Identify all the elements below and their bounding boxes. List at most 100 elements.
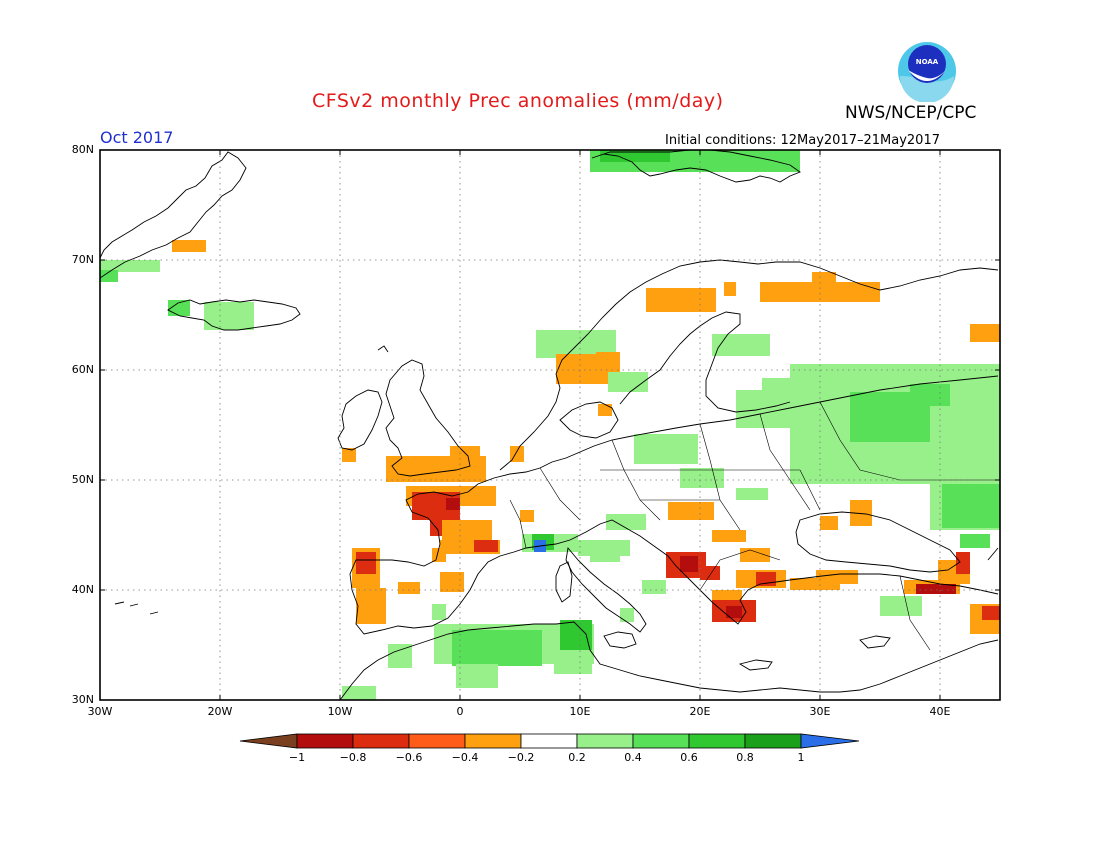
colorbar-label-9: 0.8 (736, 751, 754, 764)
anomaly-cell (356, 588, 386, 624)
anomaly-cell (960, 534, 990, 548)
colorbar-arrow-high (800, 733, 860, 749)
anomaly-cell (816, 570, 858, 584)
coast-ireland (337, 389, 383, 451)
forecast-period: Oct 2017 (100, 128, 174, 147)
colorbar-label-2: −0.8 (339, 751, 367, 764)
anomaly-cell (668, 502, 714, 520)
lat-label-80n: 80N (71, 143, 94, 156)
anomaly-cell (740, 548, 770, 562)
logo-text: NOAA (916, 58, 939, 66)
lon-label-10e: 10E (569, 705, 591, 718)
colorbar-label-8: 0.6 (680, 751, 698, 764)
colorbar-label-7: 0.4 (624, 751, 642, 764)
colorbar-label-1: −1 (288, 751, 306, 764)
anomaly-cell (712, 334, 770, 356)
anomaly-cell (456, 664, 498, 688)
anomaly-cell (606, 514, 646, 530)
coast-italy (565, 546, 647, 633)
anomaly-cell (724, 282, 736, 296)
anomaly-cell (634, 434, 698, 464)
anomaly-cell (388, 644, 412, 668)
anomaly-cell (756, 572, 776, 586)
borders (509, 401, 998, 651)
logo-inner-circle (908, 45, 946, 83)
colorbar-label-4: −0.4 (451, 751, 479, 764)
anomaly-cell (726, 606, 742, 618)
anomaly-cell (820, 516, 838, 530)
anomaly-cell (100, 270, 118, 282)
anomaly-cell (760, 282, 880, 302)
colorbar-label-5: −0.2 (507, 751, 535, 764)
colorbar-swatch (744, 733, 802, 749)
coast-gulf-of-bothnia (619, 311, 791, 413)
anomaly-cell (590, 546, 620, 562)
anomaly-cell (600, 150, 670, 162)
anomaly-cell (880, 596, 922, 616)
anomaly-cell (398, 582, 420, 594)
logo-wave (900, 76, 954, 102)
colorbar-swatch (408, 733, 466, 749)
anomaly-cell (642, 580, 666, 594)
coast-black-sea (795, 511, 961, 573)
coastlines (99, 149, 999, 701)
lon-label-20e: 20E (689, 705, 711, 718)
coast-cyprus (859, 635, 891, 649)
colorbar-swatch (576, 733, 634, 749)
lon-label-0: 0 (456, 705, 464, 718)
colorbar-label-3: −0.6 (395, 751, 423, 764)
coast-sweden-south (559, 401, 619, 439)
lon-label-10w: 10W (327, 705, 353, 718)
anomaly-cell (204, 302, 254, 330)
lon-label-30e: 30E (809, 705, 831, 718)
anomaly-cell (942, 484, 1000, 528)
coast-continent (349, 375, 999, 635)
lat-label-40n: 40N (71, 583, 94, 596)
coast-sicily (603, 631, 637, 649)
anomaly-cell (762, 378, 792, 390)
coast-scandinavia (499, 259, 999, 471)
colorbar (239, 733, 860, 749)
anomaly-cell (596, 352, 620, 374)
anomaly-cell (440, 572, 464, 592)
logo-bird (908, 70, 946, 81)
anomaly-cells (100, 150, 1000, 700)
colorbar-swatch (296, 733, 354, 749)
anomaly-cell (646, 288, 716, 312)
coast-great-britain (385, 359, 471, 477)
coast-faroes (377, 345, 389, 353)
lon-label-30w: 30W (87, 705, 113, 718)
anomaly-cell (168, 300, 190, 316)
anomaly-cell (432, 548, 446, 562)
anomaly-cell (700, 566, 720, 580)
coast-greenland (99, 151, 247, 279)
anomaly-cell (608, 372, 648, 392)
anomaly-cell (442, 520, 492, 542)
coast-iceland (167, 299, 301, 331)
anomaly-cell (916, 584, 956, 594)
noaa-logo: NOAA (898, 42, 956, 102)
anomaly-cell (910, 384, 950, 406)
anomaly-cell (956, 552, 970, 574)
agency-label: NWS/NCEP/CPC (845, 103, 977, 123)
coast-azores (114, 601, 159, 615)
anomaly-cell (598, 404, 612, 416)
colorbar-label-6: 0.2 (568, 751, 586, 764)
coast-caspian (987, 547, 999, 561)
coast-north-africa (339, 621, 999, 701)
anomaly-cell (736, 488, 768, 500)
anomaly-cell (680, 556, 698, 572)
colorbar-swatch (352, 733, 410, 749)
lon-label-20w: 20W (207, 705, 233, 718)
colorbar-swatch (632, 733, 690, 749)
initial-conditions: Initial conditions: 12May2017–21May2017 (665, 133, 940, 148)
colorbar-swatch (688, 733, 746, 749)
anomaly-cell (970, 324, 1000, 342)
anomaly-cell (432, 604, 446, 620)
anomaly-cell (452, 630, 542, 666)
anomaly-cell (712, 530, 746, 542)
map-title: CFSv2 monthly Prec anomalies (mm/day) (312, 90, 724, 112)
lat-label-60n: 60N (71, 363, 94, 376)
lon-label-40e: 40E (929, 705, 951, 718)
